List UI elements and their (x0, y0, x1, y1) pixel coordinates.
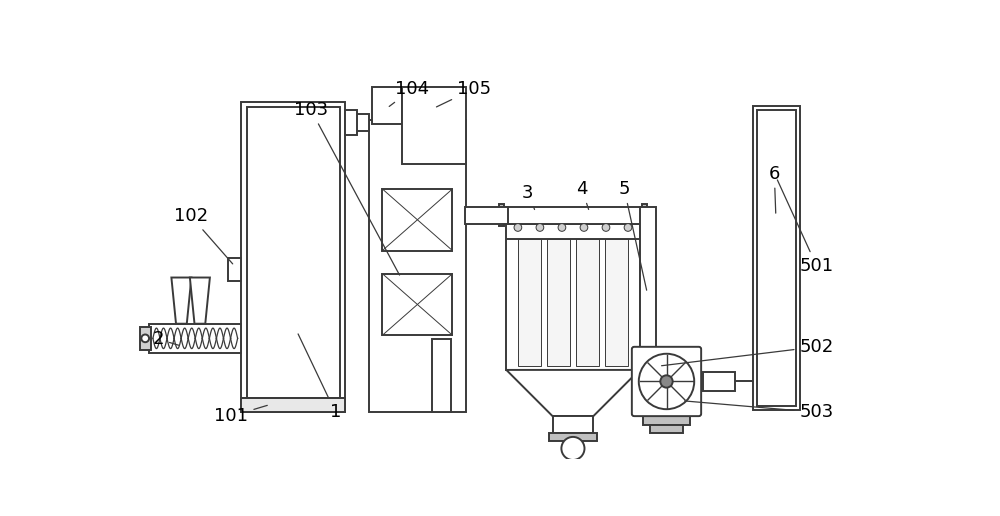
Circle shape (602, 223, 610, 231)
FancyBboxPatch shape (632, 347, 701, 416)
Bar (757, 110, 796, 406)
Bar (643, 414, 690, 425)
Text: 102: 102 (174, 207, 233, 264)
Bar (506, 223, 640, 370)
Text: 4: 4 (576, 180, 589, 209)
Bar (642, 204, 647, 226)
Circle shape (639, 354, 694, 409)
Text: 101: 101 (214, 406, 267, 425)
Bar (465, 207, 508, 223)
Text: 3: 3 (522, 184, 535, 209)
Circle shape (141, 334, 149, 342)
Text: 5: 5 (618, 180, 647, 290)
Bar (382, 189, 452, 251)
Text: 502: 502 (662, 338, 834, 366)
Text: 105: 105 (436, 80, 491, 107)
Bar (247, 107, 340, 407)
Bar (345, 114, 369, 131)
Circle shape (558, 223, 566, 231)
Bar (753, 106, 800, 410)
Circle shape (561, 437, 584, 460)
Text: 1: 1 (298, 334, 341, 421)
Bar (549, 433, 597, 441)
Bar (149, 324, 241, 353)
Bar (703, 372, 735, 391)
Bar (502, 207, 643, 223)
Bar (576, 239, 599, 366)
Bar (228, 259, 241, 281)
Circle shape (514, 223, 522, 231)
Polygon shape (171, 278, 191, 324)
Bar (553, 416, 593, 433)
Bar (640, 207, 656, 366)
Bar (382, 273, 452, 335)
Polygon shape (190, 278, 210, 324)
Circle shape (580, 223, 588, 231)
Circle shape (660, 375, 673, 388)
Bar (402, 87, 466, 164)
Bar (369, 120, 466, 412)
Text: 2: 2 (153, 330, 179, 348)
Text: 104: 104 (389, 80, 429, 106)
Text: 103: 103 (294, 101, 400, 275)
Bar (432, 339, 451, 412)
Bar (241, 102, 345, 412)
Bar (650, 425, 683, 433)
Bar (372, 87, 402, 123)
Polygon shape (506, 370, 640, 416)
Text: 501: 501 (777, 180, 834, 275)
Bar (518, 239, 541, 366)
Text: 503: 503 (685, 401, 834, 421)
Bar (499, 204, 504, 226)
Bar (605, 239, 628, 366)
Text: 6: 6 (769, 165, 780, 213)
Circle shape (536, 223, 544, 231)
Bar (140, 327, 151, 350)
Bar (345, 110, 357, 135)
Bar (241, 398, 345, 412)
Bar (547, 239, 570, 366)
Circle shape (624, 223, 632, 231)
